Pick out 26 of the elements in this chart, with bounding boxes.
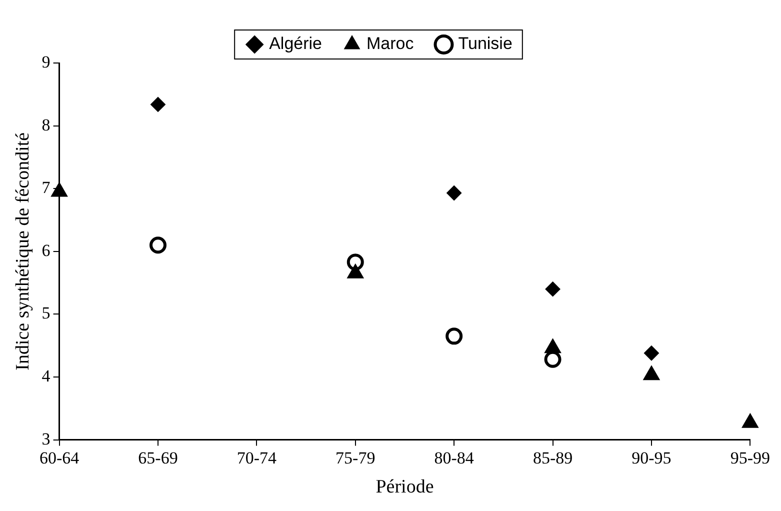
point (446, 185, 462, 200)
y-tick-label: 8 (42, 115, 50, 134)
point (644, 346, 659, 361)
x-tick-label: 65-69 (138, 448, 178, 468)
y-tick-label: 3 (42, 429, 50, 448)
x-tick-label: 90-95 (632, 448, 672, 468)
legend-label: Maroc (366, 34, 414, 54)
y-tick-label: 9 (42, 52, 50, 72)
point (150, 96, 166, 112)
point (545, 282, 560, 297)
point (446, 328, 463, 345)
y-tick-label: 5 (42, 304, 50, 323)
x-tick-label: 60-64 (39, 448, 80, 468)
y-tick-label: 7 (42, 178, 51, 198)
x-tick-label: 70-74 (236, 448, 278, 468)
x-tick-label: 80-84 (434, 448, 474, 468)
x-tick-label: 75-79 (336, 448, 376, 468)
point (149, 236, 166, 254)
y-tick-label: 4 (42, 366, 51, 386)
x-tick-label: 85-89 (532, 448, 573, 468)
legend-label: Algérie (269, 34, 322, 54)
y-axis-title: Indice synthétique de fécondité (12, 132, 34, 370)
x-axis-title: Période (376, 476, 434, 498)
x-tick-label: 95-99 (730, 448, 770, 468)
y-tick-label: 6 (42, 240, 50, 260)
legend-label: Tunisie (458, 34, 512, 54)
